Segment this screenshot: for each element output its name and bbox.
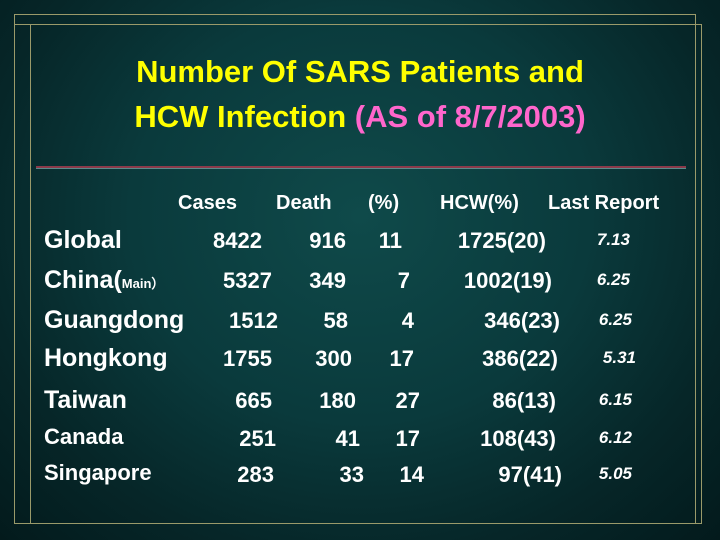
row-label-suffix-text: ） (151, 276, 165, 291)
cell-last: 5.05 (598, 464, 632, 483)
cell-hcw: 97(41) (498, 462, 562, 487)
cell-pct: 27 (395, 388, 420, 413)
row-label: Hongkong (44, 344, 168, 373)
cell-last: 6.15 (598, 390, 632, 409)
row-label-text: Global (44, 226, 122, 254)
header-cases: Cases (178, 192, 237, 214)
cell-death: 300 (315, 346, 352, 371)
cell-last: 6.12 (598, 428, 632, 447)
cell-cases: 8422 (213, 228, 262, 253)
title-date-text: (AS of 8/7/2003) (354, 99, 586, 134)
cell-pct: 17 (395, 426, 420, 451)
cell-last: 6.25 (598, 310, 632, 329)
cell-pct: 4 (401, 308, 414, 333)
row-label-small-text: Main (121, 276, 152, 291)
slide-frame-inner (30, 24, 702, 524)
cell-cases: 1755 (223, 346, 272, 371)
row-label-text: Hongkong (44, 344, 168, 372)
cell-cases: 251 (239, 426, 276, 451)
cell-cases: 665 (235, 388, 272, 413)
cell-death: 349 (309, 268, 346, 293)
cell-death: 41 (335, 426, 360, 451)
row-label: Canada (44, 424, 123, 450)
cell-cases: 5327 (223, 268, 272, 293)
title-divider (36, 166, 686, 169)
slide-title-line-2: HCW Infection (AS of 8/7/2003) (0, 95, 720, 139)
cell-death: 33 (339, 462, 364, 487)
header-hcw: HCW(%) (440, 192, 519, 214)
row-label: Guangdong (44, 306, 184, 335)
cell-cases: 283 (237, 462, 274, 487)
row-label-text: China( (44, 266, 122, 294)
row-label: Taiwan (44, 386, 127, 415)
slide-title-line-1: Number Of SARS Patients and (136, 54, 584, 89)
row-label-text: Canada (44, 424, 124, 449)
header-percent: (%) (368, 192, 400, 214)
cell-hcw: 386(22) (482, 346, 558, 371)
cell-last: 6.25 (596, 270, 630, 289)
title-main-text: HCW Infection (134, 99, 347, 134)
cell-hcw: 86(13) (492, 388, 556, 413)
row-label-text: Taiwan (44, 386, 127, 414)
cell-pct: 17 (389, 346, 414, 371)
row-label: Global (44, 226, 122, 255)
cell-hcw: 1002(19) (463, 268, 552, 293)
cell-death: 58 (323, 308, 348, 333)
row-label-text: Singapore (44, 460, 152, 485)
cell-last: 5.31 (602, 348, 636, 367)
cell-pct: 11 (378, 228, 402, 253)
cell-cases: 1512 (229, 308, 278, 333)
row-label: China(Main） (44, 266, 164, 295)
cell-hcw: 108(43) (480, 426, 556, 451)
cell-hcw: 346(23) (484, 308, 560, 333)
cell-last: 7.13 (596, 230, 630, 249)
cell-pct: 14 (399, 462, 424, 487)
header-death: Death (276, 192, 332, 214)
cell-death: 180 (319, 388, 356, 413)
cell-pct: 7 (397, 268, 410, 293)
header-last-report: Last Report (548, 192, 660, 214)
cell-death: 916 (309, 228, 346, 253)
row-label-text: Guangdong (44, 306, 185, 334)
cell-hcw: 1725(20) (457, 228, 546, 253)
row-label: Singapore (44, 460, 152, 486)
